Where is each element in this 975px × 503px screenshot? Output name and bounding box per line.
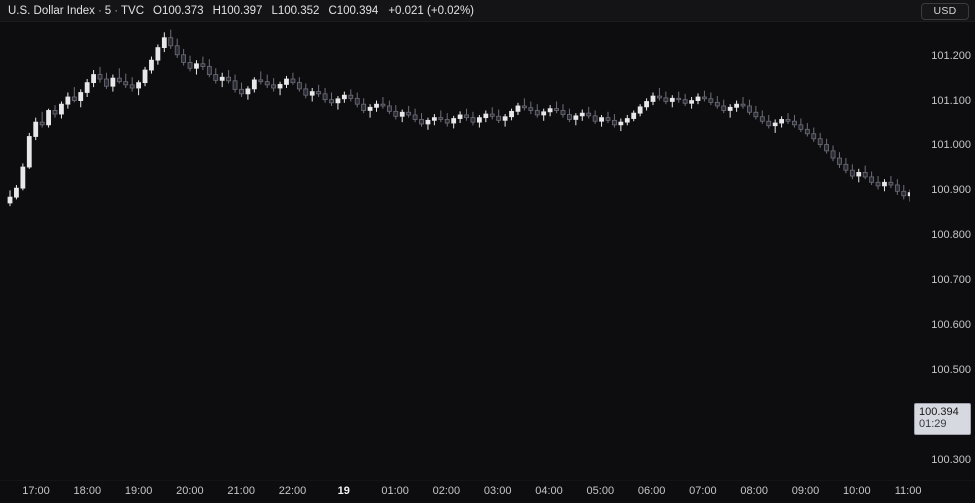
price-tick: 100.800 [931,229,971,242]
time-tick: 07:00 [689,485,717,497]
time-tick: 18:00 [73,485,102,497]
time-tick: 01:00 [381,485,409,497]
legend-separator-1: · [97,4,102,17]
close-value: 100.394 [336,4,379,17]
time-scale[interactable]: 17:00 18:00 19:00 20:00 21:00 22:00 19 01:00 02:… [0,480,975,503]
ohlc-close: C100.394 [328,5,378,17]
price-tick: 100.500 [931,363,971,376]
time-tick: 09:00 [791,485,820,497]
ohlc-high: H100.397 [213,5,263,17]
time-tick: 08:00 [740,485,768,497]
time-tick: 20:00 [176,485,204,497]
close-label: C [328,4,337,17]
time-tick: 06:00 [637,485,666,497]
high-value: 100.397 [220,4,263,17]
time-tick: 10:00 [843,485,871,497]
open-value: 100.373 [161,4,204,17]
time-tick: 19:00 [124,485,153,497]
time-tick: 22:00 [278,485,307,497]
time-tick: 11:00 [894,485,922,497]
price-tick: 101.200 [931,49,971,62]
chart-plot-area[interactable] [0,22,910,480]
low-value: 100.352 [277,4,320,17]
time-tick: 17:00 [22,485,50,497]
time-tick-date: 19 [337,485,350,497]
time-tick: 21:00 [227,485,255,497]
price-scale[interactable]: 101.200 101.100 101.000 100.900 100.800 100.7… [910,22,975,480]
candlestick-series [7,29,910,207]
time-tick: 03:00 [483,485,512,497]
interval-label[interactable]: 5 [104,4,112,17]
time-tick: 02:00 [432,485,461,497]
low-label: L [271,4,278,17]
change-value: +0.021 (+0.02%) [388,4,474,17]
price-tick: 101.100 [931,94,971,107]
currency-toggle-button[interactable]: USD [921,3,969,20]
ohlc-low: L100.352 [271,5,319,17]
last-price-value: 100.394 [919,405,959,418]
price-tick: 100.900 [931,184,971,197]
legend-separator-2: · [114,4,119,17]
price-tick: 100.600 [931,319,971,332]
price-tick: 101.000 [931,139,971,152]
exchange-label: TVC [121,4,145,17]
symbol-name[interactable]: U.S. Dollar Index [8,4,95,17]
high-label: H [212,4,221,17]
ohlc-open: O100.373 [153,5,204,17]
last-price-countdown: 01:29 [919,418,947,431]
last-price-badge: 100.394 01:29 [914,402,971,435]
open-label: O [153,4,162,17]
chart-legend-bar: U.S. Dollar Index · 5 · TVC O100.373 H10… [0,0,975,22]
time-tick: 05:00 [586,485,615,497]
price-tick: 100.300 [931,453,971,466]
time-tick: 04:00 [535,485,563,497]
price-tick: 100.700 [931,274,971,287]
